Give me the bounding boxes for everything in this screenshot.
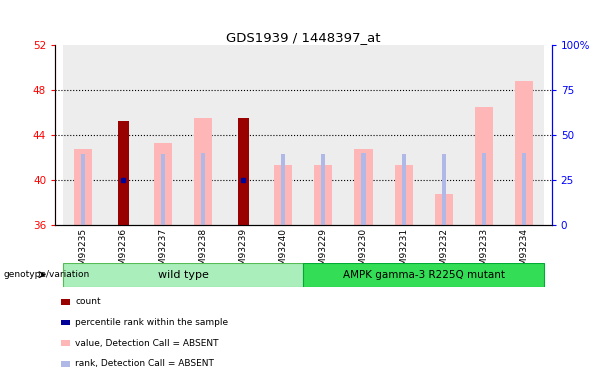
Text: wild type: wild type [158,270,209,280]
Bar [384,45,424,225]
Bar [154,143,172,225]
Bar [362,153,365,225]
Bar [314,165,332,225]
Bar [321,154,326,225]
Bar [303,262,544,287]
Bar [482,153,485,225]
Bar [61,361,70,367]
Bar [275,165,292,225]
Bar [183,45,223,225]
Text: rank, Detection Call = ABSENT: rank, Detection Call = ABSENT [75,359,215,368]
Bar [424,45,463,225]
Text: count: count [75,297,101,306]
Bar [474,107,493,225]
Bar [515,81,533,225]
Bar [402,154,406,225]
Bar [264,45,303,225]
Bar [194,118,212,225]
Bar [63,262,303,287]
Bar [463,45,504,225]
Bar [118,122,129,225]
Bar [143,45,183,225]
Text: value, Detection Call = ABSENT: value, Detection Call = ABSENT [75,339,219,348]
Bar [441,154,446,225]
Title: GDS1939 / 1448397_at: GDS1939 / 1448397_at [226,31,381,44]
Text: genotype/variation: genotype/variation [3,270,89,279]
Bar [435,194,452,225]
Bar [61,299,70,304]
Bar [303,45,343,225]
Bar [61,320,70,325]
Bar [103,45,143,225]
Bar [201,153,205,225]
Text: percentile rank within the sample: percentile rank within the sample [75,318,229,327]
Bar [223,45,264,225]
Bar [395,165,413,225]
Bar [63,45,103,225]
Bar [343,45,384,225]
Bar [238,118,249,225]
Bar [61,340,70,346]
Bar [74,148,92,225]
Text: AMPK gamma-3 R225Q mutant: AMPK gamma-3 R225Q mutant [343,270,504,280]
Bar [161,154,166,225]
Bar [522,153,526,225]
Bar [81,154,85,225]
Bar [504,45,544,225]
Bar [281,154,286,225]
Bar [354,148,373,225]
